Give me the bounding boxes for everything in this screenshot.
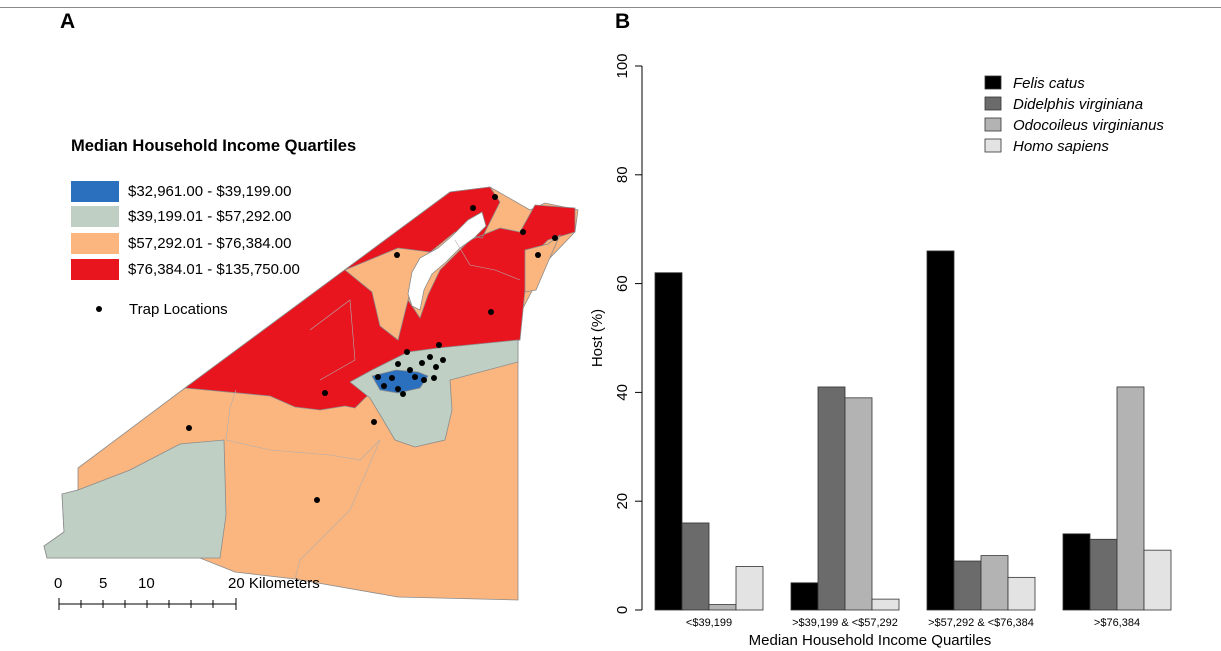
map-region-green-west (43, 439, 227, 559)
y-tick-label: 100 (614, 53, 631, 78)
bar (1007, 576, 1036, 611)
trap-dot-icon (96, 306, 102, 312)
map-river (407, 211, 487, 311)
bar (953, 560, 982, 611)
legend-label: Didelphis virginiana (1013, 96, 1143, 113)
bar (681, 522, 710, 611)
y-tick-label: 40 (614, 384, 631, 401)
trap-points (186, 194, 558, 503)
x-tick-label: >$76,384 (1094, 617, 1140, 629)
bar (871, 598, 900, 611)
legend-label: Felis catus (1013, 75, 1085, 92)
scale-label: 0 (54, 575, 63, 592)
bar (844, 397, 873, 611)
legend-swatch (984, 117, 1002, 132)
legend-swatch-green (71, 205, 119, 227)
map-region-orange-north (344, 247, 431, 341)
y-tick-label: 20 (614, 493, 631, 510)
bar (1062, 533, 1091, 611)
map-legend-item: $32,961.00 - $39,199.00 (71, 180, 291, 202)
legend-swatch (984, 96, 1002, 111)
map-region-green-central (349, 339, 519, 448)
map-legend-item: $57,292.01 - $76,384.00 (71, 232, 291, 254)
legend-swatch-orange (71, 232, 119, 254)
bar (735, 566, 764, 611)
map-legend-title: Median Household Income Quartiles (71, 137, 357, 155)
bar (790, 582, 819, 611)
x-tick-label: <$39,199 (686, 617, 732, 629)
legend-label: Odocoileus virginianus (1013, 117, 1164, 134)
y-tick-label: 60 (614, 275, 631, 292)
map-boundaries (225, 239, 521, 580)
scale-bar (58, 598, 237, 610)
y-axis-label: Host (%) (589, 309, 606, 367)
scale-label: 10 (138, 575, 155, 592)
bar (654, 272, 683, 611)
legend-label: $57,292.01 - $76,384.00 (128, 234, 292, 252)
map-legend-item: $76,384.01 - $135,750.00 (71, 258, 300, 280)
panel-a-label: A (60, 10, 76, 33)
bar (1089, 538, 1118, 611)
bar (1143, 549, 1172, 611)
bar (708, 604, 737, 611)
legend-label: $76,384.01 - $135,750.00 (128, 260, 300, 278)
scale-label: 5 (99, 575, 108, 592)
legend-swatch-blue (71, 180, 119, 202)
legend-swatch-red (71, 258, 119, 280)
legend-label: Trap Locations (129, 300, 228, 318)
map-legend-item-traps: Trap Locations (71, 298, 228, 320)
legend-swatch (984, 75, 1002, 90)
legend-label: Homo sapiens (1013, 138, 1109, 155)
x-tick-label: >$39,199 & <$57,292 (792, 617, 898, 629)
bar (817, 386, 846, 611)
bar (1116, 386, 1145, 611)
y-tick-label: 80 (614, 166, 631, 183)
legend-label: $32,961.00 - $39,199.00 (128, 182, 292, 200)
bar (926, 250, 955, 611)
scale-label: 20 Kilometers (228, 575, 320, 592)
x-axis-label: Median Household Income Quartiles (749, 632, 992, 649)
bar (980, 555, 1009, 611)
legend-swatch (984, 138, 1002, 153)
legend-label: $39,199.01 - $57,292.00 (128, 207, 292, 225)
panel-b-label: B (615, 10, 631, 33)
y-tick-label: 0 (614, 606, 631, 614)
top-divider (0, 7, 1221, 8)
map-legend-item: $39,199.01 - $57,292.00 (71, 205, 291, 227)
map-region-orange-east (524, 233, 561, 293)
x-tick-label: >$57,292 & <$76,384 (928, 617, 1034, 629)
